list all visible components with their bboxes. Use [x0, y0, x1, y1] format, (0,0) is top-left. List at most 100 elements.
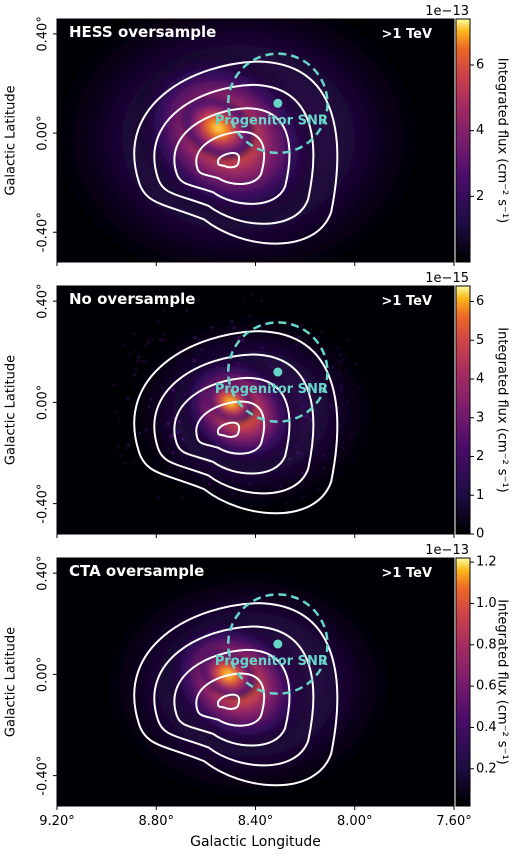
x-tick-label: 8.40° — [238, 814, 273, 829]
noise-pixel — [281, 361, 285, 365]
noise-pixel — [148, 303, 152, 307]
noise-pixel — [324, 417, 328, 421]
noise-pixel — [142, 494, 146, 498]
panel-title: No oversample — [69, 290, 195, 308]
y-axis-label: Galactic Latitude — [4, 627, 19, 737]
noise-pixel — [357, 385, 361, 389]
colorbar-tick-label: 0.4 — [476, 720, 497, 735]
noise-pixel — [180, 495, 184, 499]
noise-pixel — [295, 343, 299, 347]
y-tick-label: -0.40° — [36, 756, 51, 796]
noise-pixel — [161, 309, 165, 313]
noise-pixel — [200, 348, 204, 352]
panel-2: Progenitor SNR No oversample >1 TeV 0.40° 0.… — [4, 271, 510, 542]
noise-pixel — [231, 492, 235, 496]
colorbar-tick-label: 2 — [476, 189, 484, 204]
noise-pixel — [314, 350, 318, 354]
contour-line-5 — [216, 151, 241, 169]
noise-pixel — [126, 397, 130, 401]
noise-pixel — [340, 384, 344, 388]
noise-pixel — [138, 431, 142, 435]
contour-line-4 — [195, 130, 266, 185]
noise-pixel — [354, 338, 358, 342]
noise-pixel — [232, 326, 236, 330]
noise-pixel — [124, 461, 128, 465]
noise-pixel — [147, 338, 151, 342]
noise-pixel — [171, 388, 175, 392]
x-tick-label: 9.20° — [39, 814, 74, 829]
colorbar — [455, 557, 471, 807]
colorbar-tick-label: 0.2 — [476, 761, 497, 776]
noise-pixel — [306, 507, 310, 511]
contour-line-5 — [216, 693, 241, 710]
noise-pixel — [151, 310, 155, 314]
noise-pixel — [299, 395, 303, 399]
noise-pixel — [301, 472, 305, 476]
noise-pixel — [177, 428, 181, 432]
noise-pixel — [134, 367, 138, 371]
energy-label: >1 TeV — [382, 27, 432, 42]
noise-pixel — [309, 418, 313, 422]
noise-pixel — [270, 364, 274, 368]
noise-pixel — [257, 293, 261, 297]
noise-pixel — [279, 484, 283, 488]
x-axis-label: Galactic Longitude — [190, 834, 321, 850]
contour-line-3 — [173, 376, 291, 475]
contour-line-2 — [153, 353, 315, 495]
noise-pixel — [394, 394, 397, 397]
contour-line-4 — [195, 672, 266, 727]
noise-pixel — [137, 355, 141, 359]
noise-pixel — [329, 404, 333, 408]
colorbar — [455, 18, 471, 263]
noise-pixel — [294, 444, 298, 448]
noise-pixel — [162, 306, 166, 310]
heatmap-image: Progenitor SNR — [57, 19, 454, 262]
snr-center-marker — [273, 98, 283, 108]
noise-pixel — [166, 471, 170, 475]
contour-line-1 — [133, 330, 339, 515]
noise-pixel — [364, 441, 368, 445]
y-tick-label: -0.40° — [36, 484, 51, 524]
x-tick-label: 8.00° — [337, 814, 372, 829]
noise-pixel — [354, 362, 358, 366]
noise-pixel — [144, 345, 148, 349]
colorbar-tick-label: 3 — [476, 410, 484, 425]
colorbar-tick-label: 5 — [476, 333, 484, 348]
noise-pixel — [321, 453, 325, 457]
noise-pixel — [147, 405, 151, 409]
y-tick-label: 0.00° — [36, 657, 51, 692]
noise-pixel — [394, 398, 397, 401]
noise-pixel — [260, 346, 264, 350]
colorbar-exponent: 1e−13 — [425, 4, 469, 19]
noise-pixel — [119, 454, 123, 458]
snr-circle — [226, 321, 329, 423]
noise-pixel — [171, 451, 175, 455]
noise-pixel — [162, 339, 166, 343]
noise-pixel — [197, 338, 201, 342]
heatmap-image: Progenitor SNR — [57, 558, 454, 806]
noise-pixel — [210, 325, 214, 329]
noise-pixel — [348, 437, 352, 441]
noise-pixel — [157, 319, 161, 323]
noise-pixel — [341, 446, 345, 450]
noise-pixel — [130, 309, 134, 313]
noise-pixel — [314, 503, 318, 507]
noise-pixel — [211, 511, 215, 515]
noise-pixel — [117, 419, 121, 423]
colorbar-tick-label: 4 — [476, 123, 484, 138]
noise-pixel — [118, 358, 122, 362]
snr-center-marker — [273, 639, 283, 649]
noise-pixel — [323, 466, 327, 470]
colorbar-tick-label: 1 — [476, 488, 484, 503]
noise-pixel — [325, 457, 329, 461]
noise-pixel — [296, 451, 300, 455]
noise-pixel — [162, 332, 166, 336]
colorbar-exponent: 1e−13 — [425, 543, 469, 558]
contour-line-3 — [173, 107, 291, 205]
y-axis-label: Galactic Latitude — [4, 355, 19, 465]
snr-label: Progenitor SNR — [215, 382, 328, 397]
noise-pixel — [317, 488, 321, 492]
snr-label: Progenitor SNR — [215, 654, 328, 669]
noise-pixel — [156, 496, 160, 500]
noise-pixel — [285, 501, 289, 505]
